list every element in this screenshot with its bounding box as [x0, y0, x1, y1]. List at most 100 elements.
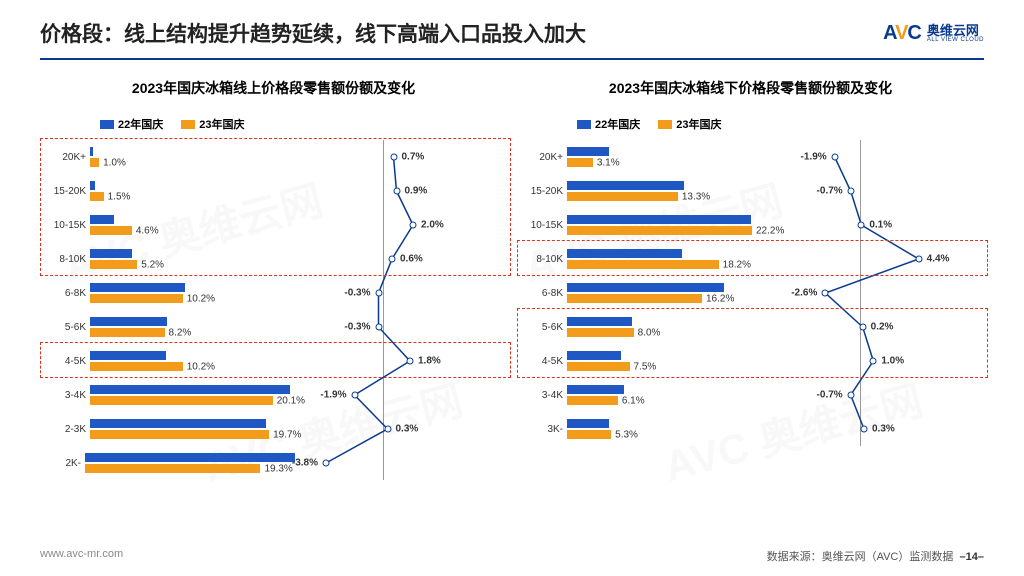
change-label: 0.6% — [400, 254, 423, 265]
bar-value-label: 6.1% — [622, 395, 645, 406]
bar-value-label: 5.2% — [141, 259, 164, 270]
bar-row: 4-5K7.5% — [517, 344, 772, 378]
bar-value-label: 1.5% — [108, 191, 131, 202]
y-category: 20K+ — [517, 152, 567, 163]
bar-22 — [567, 283, 724, 292]
bar-row: 3-4K6.1% — [517, 378, 772, 412]
change-point — [410, 222, 417, 229]
bar-23 — [567, 226, 752, 235]
change-point — [389, 256, 396, 263]
bar-23 — [567, 362, 630, 371]
bar-22 — [567, 317, 632, 326]
bar-23 — [567, 396, 618, 405]
bar-value-label: 7.5% — [634, 361, 657, 372]
bar-22 — [90, 351, 166, 360]
bar-23 — [90, 260, 137, 269]
y-category: 20K+ — [40, 152, 90, 163]
bar-row: 2K-19.3% — [40, 446, 295, 480]
bar-22 — [567, 215, 751, 224]
change-label: -0.3% — [344, 288, 370, 299]
bar-value-label: 16.2% — [706, 293, 734, 304]
bar-row: 4-5K10.2% — [40, 344, 295, 378]
logo-mark: AVC — [883, 22, 921, 45]
bar-23 — [567, 328, 634, 337]
bar-value-label: 8.0% — [638, 327, 661, 338]
footer-url: www.avc-mr.com — [40, 548, 123, 564]
bar-23 — [567, 192, 678, 201]
change-point — [861, 426, 868, 433]
bar-23 — [567, 158, 593, 167]
bar-row: 20K+ 3.1% — [517, 140, 772, 174]
bar-23 — [567, 260, 719, 269]
bar-22 — [567, 181, 684, 190]
bar-23 — [90, 294, 183, 303]
content: AVC 奥维云网 AVC 奥维云网 AVC 奥维云网 AVC 奥维云网 2023… — [0, 60, 1024, 480]
y-category: 8-10K — [40, 254, 90, 265]
change-label: 1.0% — [881, 356, 904, 367]
bar-value-label: 3.1% — [597, 157, 620, 168]
change-label: -1.9% — [320, 390, 346, 401]
chart-panel-online: 2023年国庆冰箱线上价格段零售额份额及变化 22年国庆 23年国庆 20K+1… — [40, 70, 507, 480]
legend-23: 23年国庆 — [676, 116, 721, 132]
change-point — [375, 324, 382, 331]
bar-23 — [85, 464, 260, 473]
change-line-pane: 0.7%0.9%2.0%0.6%-0.3%-0.3%1.8%-1.9%0.3%-… — [303, 140, 463, 480]
bar-22 — [90, 215, 114, 224]
change-point — [847, 392, 854, 399]
y-category: 10-15K — [40, 220, 90, 231]
bar-row: 5-6K8.2% — [40, 310, 295, 344]
chart-offline: 20K+3.1%15-20K13.3%10-15K22.2%8-10K18.2%… — [517, 140, 984, 446]
legend-online: 22年国庆 23年国庆 — [100, 116, 507, 132]
bar-22 — [567, 385, 624, 394]
bar-22 — [90, 317, 167, 326]
bar-row: 3-4K20.1% — [40, 378, 295, 412]
bar-22 — [85, 453, 295, 462]
bar-22 — [567, 249, 682, 258]
page-number: –14– — [960, 551, 984, 563]
bar-value-label: 18.2% — [723, 259, 751, 270]
legend-23: 23年国庆 — [199, 116, 244, 132]
bar-22 — [90, 147, 93, 156]
change-label: 0.3% — [396, 424, 419, 435]
chart-title-offline: 2023年国庆冰箱线下价格段零售额份额及变化 — [517, 78, 984, 98]
y-category: 15-20K — [517, 186, 567, 197]
bar-row: 20K+1.0% — [40, 140, 295, 174]
change-point — [390, 154, 397, 161]
footer: www.avc-mr.com 数据来源：奥维云网（AVC）监测数据 –14– — [0, 548, 1024, 564]
change-point — [375, 290, 382, 297]
bar-22 — [90, 419, 266, 428]
bar-22 — [567, 147, 609, 156]
bar-22 — [567, 351, 621, 360]
change-point — [847, 188, 854, 195]
bar-23 — [567, 430, 611, 439]
bar-22 — [90, 181, 95, 190]
bar-row: 15-20K13.3% — [517, 174, 772, 208]
footer-source: 数据来源：奥维云网（AVC）监测数据 — [767, 551, 954, 563]
bar-value-label: 4.6% — [136, 225, 159, 236]
bar-23 — [90, 226, 132, 235]
bar-value-label: 5.3% — [615, 429, 638, 440]
y-category: 3K- — [517, 424, 567, 435]
bar-row: 6-8K10.2% — [40, 276, 295, 310]
y-category: 2-3K — [40, 424, 90, 435]
change-label: 1.8% — [418, 356, 441, 367]
logo-cn: 奥维云网 — [927, 24, 984, 37]
change-point — [870, 358, 877, 365]
change-label: 0.1% — [869, 220, 892, 231]
change-point — [915, 256, 922, 263]
bar-23 — [90, 430, 269, 439]
bar-value-label: 10.2% — [187, 293, 215, 304]
chart-title-online: 2023年国庆冰箱线上价格段零售额份额及变化 — [40, 78, 507, 98]
page-title: 价格段：线上结构提升趋势延续，线下高端入口品投入加大 — [40, 18, 586, 48]
change-point — [407, 358, 414, 365]
bar-value-label: 19.3% — [264, 463, 292, 474]
bar-23 — [90, 328, 165, 337]
bar-22 — [90, 385, 290, 394]
bar-22 — [90, 283, 185, 292]
chart-panel-offline: 2023年国庆冰箱线下价格段零售额份额及变化 22年国庆 23年国庆 20K+3… — [517, 70, 984, 480]
bar-row: 5-6K8.0% — [517, 310, 772, 344]
change-point — [351, 392, 358, 399]
change-label: -0.7% — [817, 390, 843, 401]
change-label: -1.9% — [801, 152, 827, 163]
change-point — [393, 188, 400, 195]
